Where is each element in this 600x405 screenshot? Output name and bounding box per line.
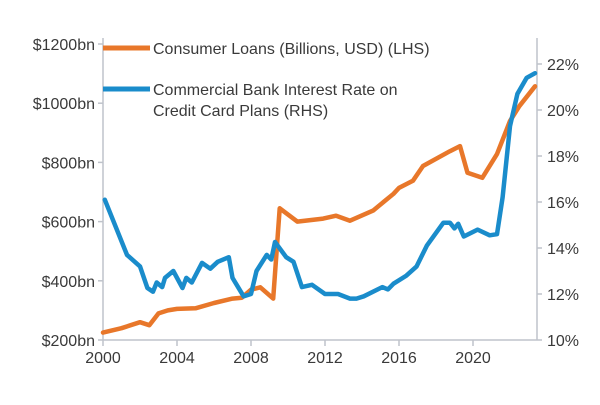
left-y-tick-label: $400bn	[42, 274, 95, 291]
x-tick-label: 2004	[159, 350, 195, 367]
left-y-tick-label: $800bn	[42, 155, 95, 172]
right-y-tick-label: 22%	[547, 57, 579, 74]
legend: Consumer Loans (Billions, USD) (LHS) Com…	[103, 41, 430, 120]
left-y-tick-label: $600bn	[42, 215, 95, 232]
x-tick-label: 2012	[307, 350, 343, 367]
legend-label-consumer-loans: Consumer Loans (Billions, USD) (LHS)	[153, 41, 430, 58]
legend-label-interest-rate-line2: Credit Card Plans (RHS)	[153, 103, 328, 120]
x-tick-label: 2000	[85, 350, 121, 367]
right-y-tick-label: 18%	[547, 149, 579, 166]
legend-label-interest-rate-line1: Commercial Bank Interest Rate on	[153, 82, 398, 99]
axes: 2000 2004 2008 2012 2016 2020 $200bn $400bn $600…	[33, 37, 579, 367]
right-y-tick-label: 10%	[547, 333, 579, 350]
right-y-tick-label: 12%	[547, 287, 579, 304]
series-lines	[100, 70, 538, 335]
x-tick-label: 2008	[233, 350, 269, 367]
x-tick-label: 2020	[455, 350, 491, 367]
right-y-tick-label: 14%	[547, 241, 579, 258]
series-line-consumer-loans	[100, 84, 538, 335]
left-y-tick-label: $1000bn	[33, 96, 95, 113]
left-y-tick-label: $200bn	[42, 333, 95, 350]
left-y-tick-label: $1200bn	[33, 37, 95, 54]
right-y-tick-label: 16%	[547, 195, 579, 212]
series-line-interest-rate	[102, 70, 538, 301]
right-y-tick-label: 20%	[547, 103, 579, 120]
x-tick-label: 2016	[381, 350, 417, 367]
